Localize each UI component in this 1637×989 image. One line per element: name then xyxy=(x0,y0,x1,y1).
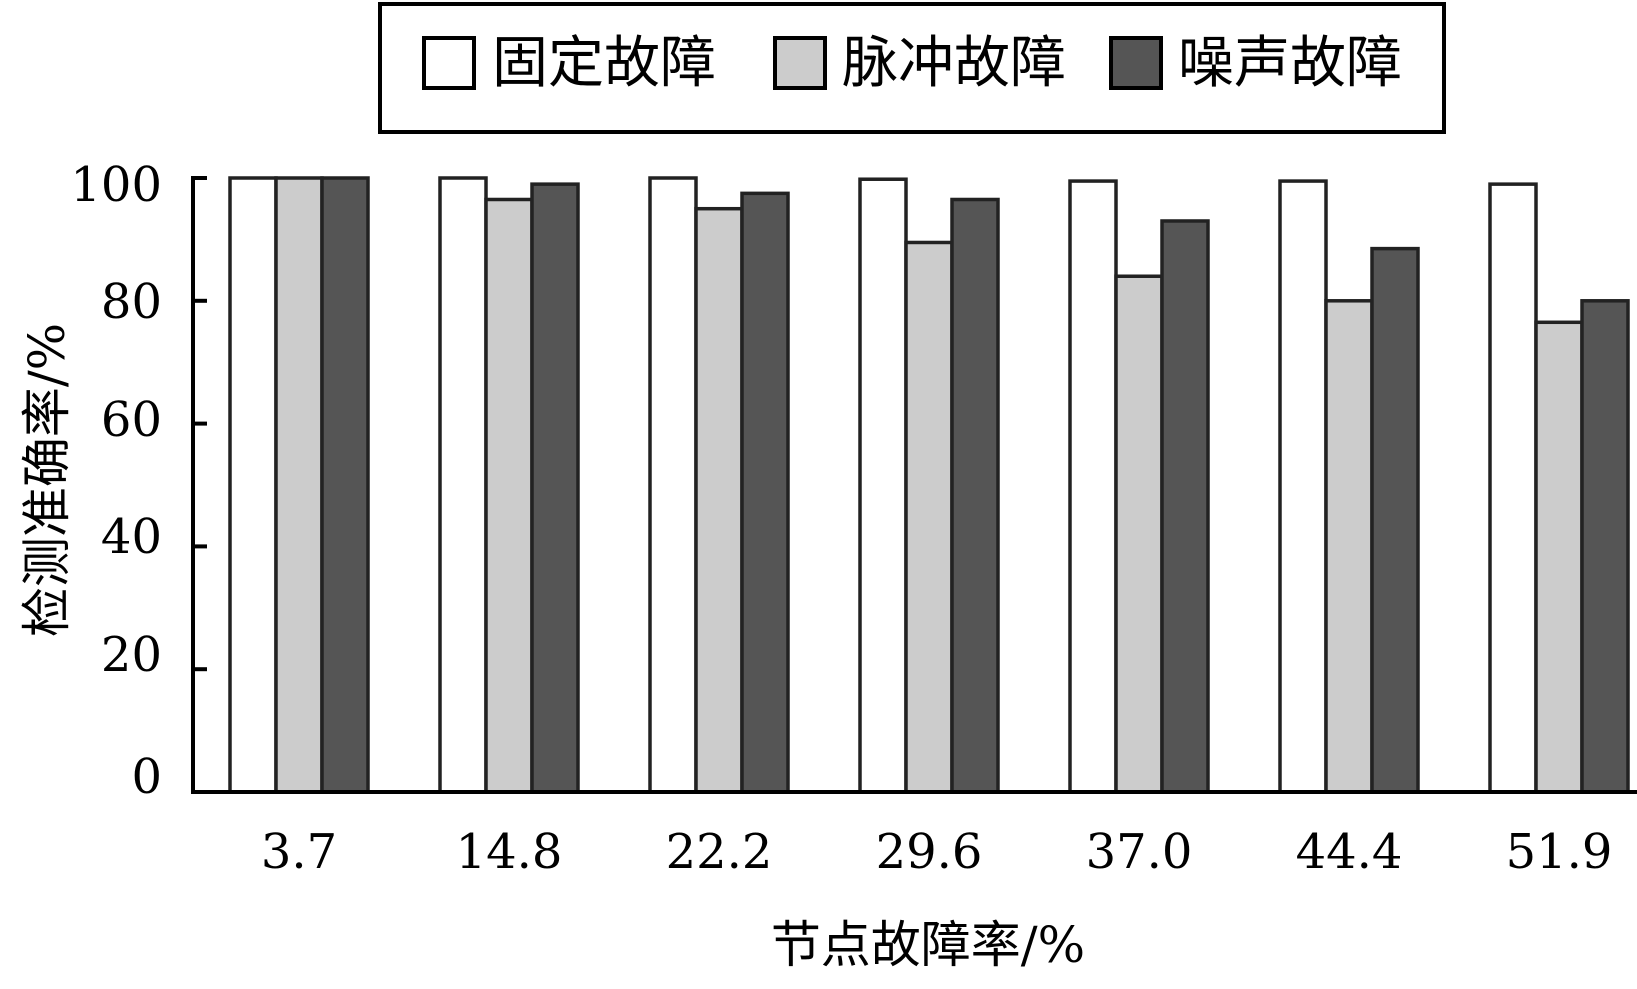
y-tick-label: 80 xyxy=(101,274,162,330)
y-tick-label: 20 xyxy=(101,627,162,683)
legend-label-noise-fault: 噪声故障 xyxy=(1178,31,1402,96)
y-tick-label: 100 xyxy=(70,157,162,213)
y-tick-label: 60 xyxy=(101,392,162,448)
x-tick-label: 14.8 xyxy=(456,824,563,880)
bar-4-1 xyxy=(1114,274,1164,794)
legend: 固定故障 脉冲故障 噪声故障 xyxy=(378,2,1446,134)
axes xyxy=(191,176,1637,794)
bar-0-1 xyxy=(274,176,324,794)
bar-1-0 xyxy=(438,176,488,794)
legend-swatch-pulse-fault xyxy=(773,36,827,90)
legend-frame xyxy=(378,2,1446,134)
bar-4-2 xyxy=(1160,219,1210,794)
bar-3-2 xyxy=(950,197,1000,794)
legend-swatch-fixed-fault xyxy=(422,36,476,90)
x-tick-label: 44.4 xyxy=(1296,824,1403,880)
bar-2-1 xyxy=(694,206,744,794)
x-tick-labels: 3.7 14.8 22.2 29.6 37.0 44.4 51.9 xyxy=(261,824,1613,880)
x-tick-label: 37.0 xyxy=(1086,824,1193,880)
y-tick-label: 0 xyxy=(131,749,162,805)
y-axis-title: 检测准确率/% xyxy=(18,323,76,637)
legend-swatch-noise-fault xyxy=(1109,36,1163,90)
bar-1-1 xyxy=(484,197,534,794)
y-tick-labels: 100 80 60 40 20 0 xyxy=(70,157,162,805)
x-axis-title: 节点故障率/% xyxy=(771,916,1085,974)
bar-6-2 xyxy=(1580,299,1630,794)
legend-label-pulse-fault: 脉冲故障 xyxy=(842,31,1066,96)
bar-5-2 xyxy=(1370,246,1420,794)
bar-6-1 xyxy=(1534,320,1584,794)
y-tick-label: 40 xyxy=(101,509,162,565)
bar-0-2 xyxy=(320,176,370,794)
x-tick-label: 51.9 xyxy=(1506,824,1613,880)
bar-5-0 xyxy=(1278,179,1328,794)
x-tick-label: 29.6 xyxy=(876,824,983,880)
bar-3-0 xyxy=(858,177,908,794)
x-tick-label: 3.7 xyxy=(261,824,337,880)
x-tick-label: 22.2 xyxy=(666,824,773,880)
bars xyxy=(228,176,1630,794)
bar-3-1 xyxy=(904,240,954,794)
bar-2-2 xyxy=(740,191,790,794)
bar-0-0 xyxy=(228,176,278,794)
legend-label-fixed-fault: 固定故障 xyxy=(492,31,716,96)
bar-4-0 xyxy=(1068,179,1118,794)
bar-1-2 xyxy=(530,182,580,794)
bar-2-0 xyxy=(648,176,698,794)
bar-6-0 xyxy=(1488,182,1538,794)
bar-5-1 xyxy=(1324,299,1374,794)
